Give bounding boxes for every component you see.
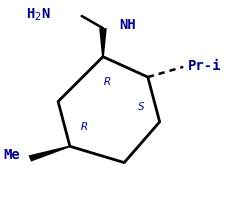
Text: S: S [137, 101, 144, 111]
Text: H$_2$N: H$_2$N [26, 7, 51, 23]
Polygon shape [28, 146, 70, 162]
Text: Pr-i: Pr-i [188, 59, 221, 72]
Text: R: R [104, 77, 111, 87]
Text: Me: Me [4, 148, 20, 162]
Text: NH: NH [120, 18, 136, 32]
Polygon shape [99, 29, 107, 57]
Text: R: R [81, 121, 87, 131]
